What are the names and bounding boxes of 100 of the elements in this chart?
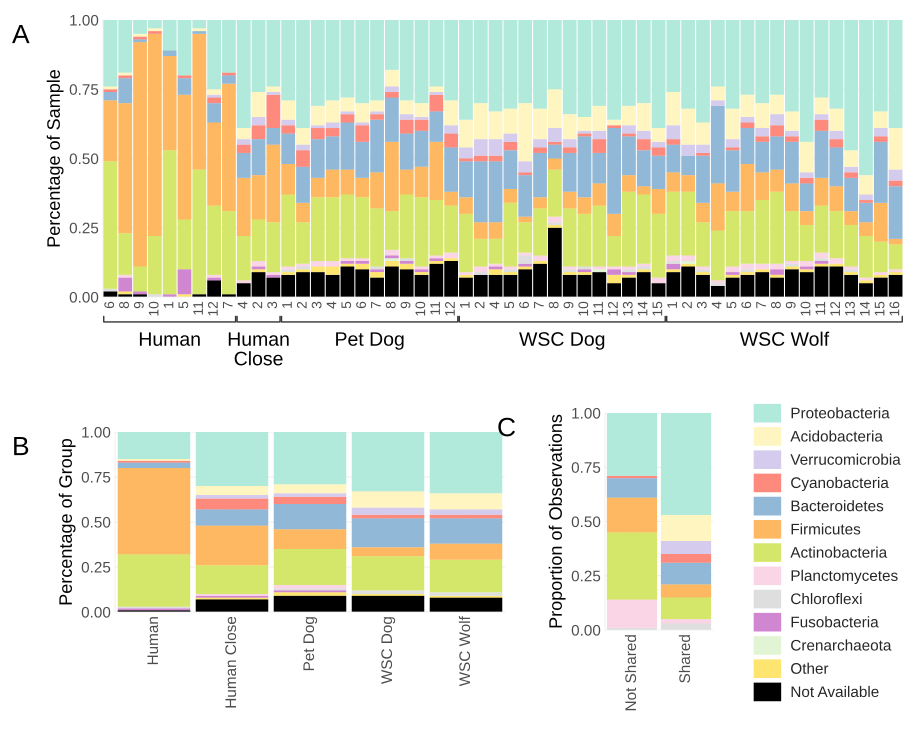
- bar: [710, 283, 725, 286]
- bar: [104, 89, 118, 92]
- bar: [814, 252, 828, 258]
- bar: [222, 75, 236, 84]
- bar: [370, 111, 384, 114]
- bar: [829, 139, 844, 148]
- legend-label: Planctomycetes: [792, 570, 898, 584]
- legend-label: Cyanobacteria: [791, 476, 889, 492]
- bar: [281, 272, 296, 275]
- bar: [252, 92, 266, 117]
- bar: [178, 269, 192, 294]
- bar: [459, 274, 473, 278]
- bar: [252, 269, 266, 272]
- x-tick-label: Not Shared: [624, 635, 636, 710]
- bar: [755, 136, 770, 142]
- bar: [196, 509, 268, 526]
- y-axis-title: Percentage of Group: [58, 438, 76, 604]
- bar: [429, 92, 444, 95]
- x-tick-label: 6: [104, 302, 114, 308]
- y-tick-label: 1.00: [82, 426, 110, 438]
- bar: [274, 484, 346, 494]
- bar: [266, 272, 280, 275]
- bar: [207, 94, 221, 98]
- bar: [352, 596, 424, 612]
- x-tick-label: 9: [134, 302, 144, 308]
- bar: [340, 114, 354, 122]
- bar: [578, 266, 592, 270]
- bar: [118, 72, 132, 76]
- bar: [504, 188, 518, 203]
- bar: [518, 266, 532, 270]
- bar: [274, 496, 346, 504]
- bar: [660, 413, 712, 515]
- bar: [504, 142, 518, 150]
- x-tick-label: 14: [860, 302, 870, 316]
- bar: [785, 130, 799, 136]
- bar: [414, 266, 428, 270]
- bar: [606, 600, 658, 628]
- bar: [352, 547, 424, 556]
- bar: [533, 147, 547, 153]
- bar: [236, 139, 251, 145]
- x-tick-label: 4: [490, 302, 500, 309]
- bar: [829, 130, 844, 140]
- bar: [104, 86, 118, 90]
- bar: [696, 266, 710, 270]
- bar: [696, 272, 710, 275]
- bar: [118, 432, 190, 459]
- bar: [352, 556, 424, 590]
- bar: [533, 197, 547, 208]
- legend-label: Bacteroidetes: [792, 500, 884, 512]
- x-tick-label: 12: [208, 302, 218, 316]
- bar: [459, 272, 473, 275]
- y-tick-label: 0.25: [70, 222, 98, 234]
- x-tick-label: 12: [445, 302, 455, 316]
- x-tick-label: 15: [874, 302, 885, 316]
- bar: [430, 592, 502, 596]
- y-tick-label: 0.50: [82, 516, 110, 528]
- bar: [352, 518, 424, 548]
- bar: [666, 260, 680, 264]
- y-axis-title: Percentage of Sample: [46, 70, 64, 246]
- bar: [414, 269, 428, 272]
- bar: [814, 260, 828, 264]
- x-tick-label: 3: [267, 302, 278, 308]
- x-tick-label: 8: [770, 302, 781, 308]
- x-tick-label: 1: [667, 302, 677, 308]
- x-tick-label: 3: [696, 302, 707, 308]
- bar: [385, 250, 399, 256]
- bar: [385, 92, 399, 98]
- bar: [133, 36, 147, 40]
- bar: [340, 111, 354, 114]
- text: Pet Dog: [336, 332, 404, 350]
- bar: [504, 269, 518, 272]
- bar: [681, 260, 696, 264]
- bar: [592, 139, 606, 153]
- bar: [222, 72, 236, 76]
- bar: [370, 272, 384, 278]
- bar: [370, 266, 384, 270]
- bar: [474, 266, 488, 272]
- legend-label: Chloroflexi: [791, 592, 862, 604]
- x-tick-label: 10: [415, 302, 426, 316]
- x-tick-label: 2: [682, 302, 692, 308]
- bar: [800, 266, 814, 270]
- bar: [118, 462, 190, 468]
- x-tick-label: 7: [756, 302, 766, 308]
- x-tick-label: 9: [786, 302, 796, 308]
- text: Human Close: [228, 332, 289, 366]
- bar: [622, 134, 636, 136]
- y-tick-label: 0.00: [572, 624, 600, 636]
- bar: [740, 116, 754, 122]
- bar: [518, 216, 532, 222]
- x-tick-label: 10: [800, 302, 810, 316]
- bar: [800, 183, 814, 212]
- bar: [888, 180, 902, 186]
- bar: [710, 100, 725, 106]
- x-tick-label: 11: [593, 302, 603, 315]
- x-tick-label: 4: [238, 302, 248, 309]
- bar: [429, 260, 444, 264]
- bar: [252, 266, 266, 270]
- bar: [207, 103, 221, 122]
- bar: [814, 258, 828, 261]
- bar: [207, 89, 221, 95]
